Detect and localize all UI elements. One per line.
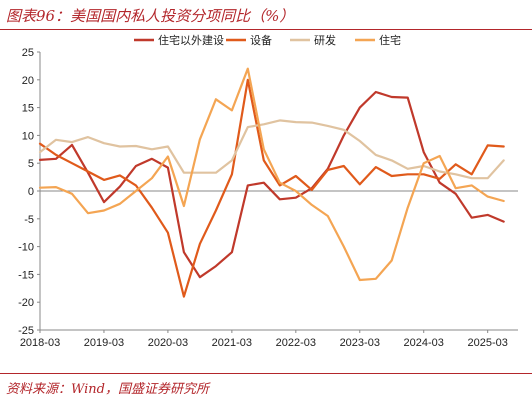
y-tick-label: 0 [28,186,34,198]
legend-label: 设备 [250,33,272,47]
y-tick-label: -20 [18,297,34,309]
legend-item: 住宅 [355,33,401,47]
x-tick-label: 2023-03 [340,337,380,349]
chart-legend: 住宅以外建设 设备 研发 住宅 [134,33,401,47]
y-tick-label: -10 [18,242,34,254]
x-tick-label: 2022-03 [276,337,316,349]
y-tick-label: -25 [18,325,34,337]
y-tick-label: 15 [22,103,34,115]
chart: -25 -20 -15 -10 -5 0 5 10 15 20 25 2018-03 2019-03 20… [18,33,518,349]
x-tick-label: 2021-03 [212,337,252,349]
x-tick-label: 2020-03 [148,337,188,349]
x-tick-label: 2019-03 [84,337,124,349]
series-line [38,78,505,298]
y-tick-label: -15 [18,269,34,281]
series-line [38,90,505,279]
source-divider [0,373,532,374]
series-line [38,67,505,282]
x-tick-label: 2024-03 [404,337,444,349]
x-tick-label: 2025-03 [467,337,507,349]
y-tick-label: 25 [22,47,34,59]
legend-label: 住宅 [379,33,401,47]
source-note: 资料来源：Wind，国盛证券研究所 [6,382,209,397]
legend-label: 住宅以外建设 [158,33,224,47]
legend-item: 研发 [290,33,336,47]
chart-axes: -25 -20 -15 -10 -5 0 5 10 15 20 25 2018-03 2019-03 20… [18,47,518,349]
y-tick-label: 10 [22,130,34,142]
chart-lines [38,67,505,298]
figure-title: 图表96：美国国内私人投资分项同比（%） [6,7,295,25]
series-line [38,119,505,180]
title-divider [0,29,532,30]
title-bar: 图表96：美国国内私人投资分项同比（%） [0,0,532,30]
legend-label: 研发 [314,33,336,47]
y-tick-label: 20 [22,75,34,87]
x-tick-label: 2018-03 [20,337,60,349]
y-tick-label: -5 [24,214,34,226]
legend-item: 设备 [226,33,272,47]
y-tick-label: 5 [28,158,34,170]
legend-item: 住宅以外建设 [134,33,224,47]
